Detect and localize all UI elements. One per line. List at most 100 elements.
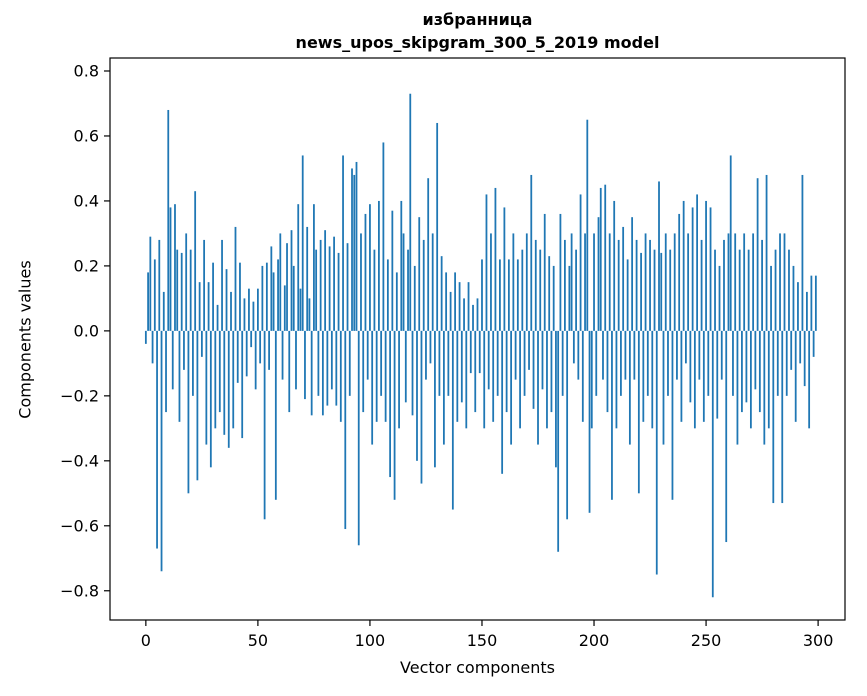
bar: [550, 330, 553, 413]
bar: [626, 259, 629, 331]
bar: [346, 243, 349, 331]
bar: [519, 330, 521, 429]
bar: [503, 207, 506, 331]
bar: [530, 174, 533, 331]
bar: [537, 330, 539, 445]
bar: [389, 330, 391, 478]
bar: [239, 262, 241, 331]
chart-title-block: избранница news_upos_skipgram_300_5_2019…: [110, 8, 845, 54]
bar: [344, 330, 347, 530]
bar: [727, 233, 730, 331]
bar: [263, 330, 266, 520]
bar: [270, 246, 273, 331]
bar: [243, 298, 246, 331]
y-tick-label: 0.4: [74, 191, 99, 210]
bar: [194, 191, 197, 331]
x-tick-label: 200: [579, 631, 610, 650]
bar: [400, 200, 403, 331]
bar: [429, 330, 432, 364]
bar: [776, 330, 779, 396]
bar: [321, 330, 324, 416]
bar: [451, 330, 454, 510]
bar: [546, 330, 548, 429]
bar: [348, 330, 351, 396]
bar: [200, 330, 203, 357]
bar: [588, 330, 591, 513]
bar: [227, 330, 230, 448]
bar: [698, 330, 701, 380]
bar: [183, 330, 185, 370]
bar: [797, 282, 799, 331]
bar: [756, 178, 759, 331]
bar: [689, 330, 692, 403]
bar: [147, 272, 149, 331]
bar: [743, 233, 746, 331]
bar: [472, 304, 474, 331]
bar: [608, 233, 611, 331]
bar: [456, 330, 459, 422]
bar: [783, 233, 786, 331]
bar: [192, 330, 194, 396]
y-tick-label: −0.2: [60, 386, 99, 405]
bar: [281, 330, 284, 380]
bar: [440, 256, 443, 331]
bar: [611, 330, 613, 500]
x-tick-label: 50: [248, 631, 268, 650]
bar: [272, 272, 275, 331]
bar: [494, 187, 497, 331]
chart-title: избранница: [422, 10, 533, 29]
bar: [593, 233, 595, 331]
bar: [561, 330, 564, 396]
bar: [422, 239, 425, 331]
bar: [463, 298, 465, 331]
bar: [162, 291, 165, 331]
bar: [747, 249, 750, 331]
bar: [552, 265, 555, 331]
bar: [467, 282, 470, 331]
bar: [442, 330, 445, 445]
bar: [304, 330, 306, 400]
bar: [499, 259, 501, 331]
bar: [649, 239, 651, 331]
bar: [474, 330, 477, 413]
bar: [667, 330, 669, 396]
bar: [812, 330, 815, 357]
bar: [158, 239, 161, 331]
bar: [669, 249, 672, 331]
bar: [761, 239, 763, 331]
y-tick-label: 0.0: [74, 321, 99, 340]
bar: [572, 330, 575, 364]
bar: [738, 249, 741, 331]
bar: [205, 330, 208, 445]
bar: [375, 330, 378, 422]
bar: [514, 330, 517, 380]
bar: [541, 330, 544, 390]
bar: [259, 330, 262, 364]
bar: [434, 330, 436, 468]
bar: [330, 330, 333, 390]
bar: [398, 330, 400, 429]
bar: [232, 330, 235, 429]
x-axis-label: Vector components: [400, 658, 555, 677]
bar: [324, 230, 327, 331]
bar: [366, 330, 369, 380]
bar: [575, 249, 577, 331]
bar: [718, 265, 721, 331]
bar: [523, 330, 526, 396]
x-axis-ticks: 0 50 100 150 200 250 300: [141, 620, 833, 650]
bar: [402, 233, 405, 331]
bar: [662, 330, 665, 445]
bar: [767, 330, 770, 429]
bar: [339, 330, 342, 422]
bar: [384, 330, 387, 422]
bar: [557, 330, 560, 552]
bar: [736, 330, 739, 445]
bar: [306, 226, 309, 331]
bar: [301, 155, 304, 331]
bar: [290, 230, 293, 331]
x-tick-label: 0: [141, 631, 151, 650]
bar: [595, 330, 598, 396]
bar: [447, 330, 450, 396]
bar: [602, 330, 604, 380]
bar: [696, 194, 698, 331]
